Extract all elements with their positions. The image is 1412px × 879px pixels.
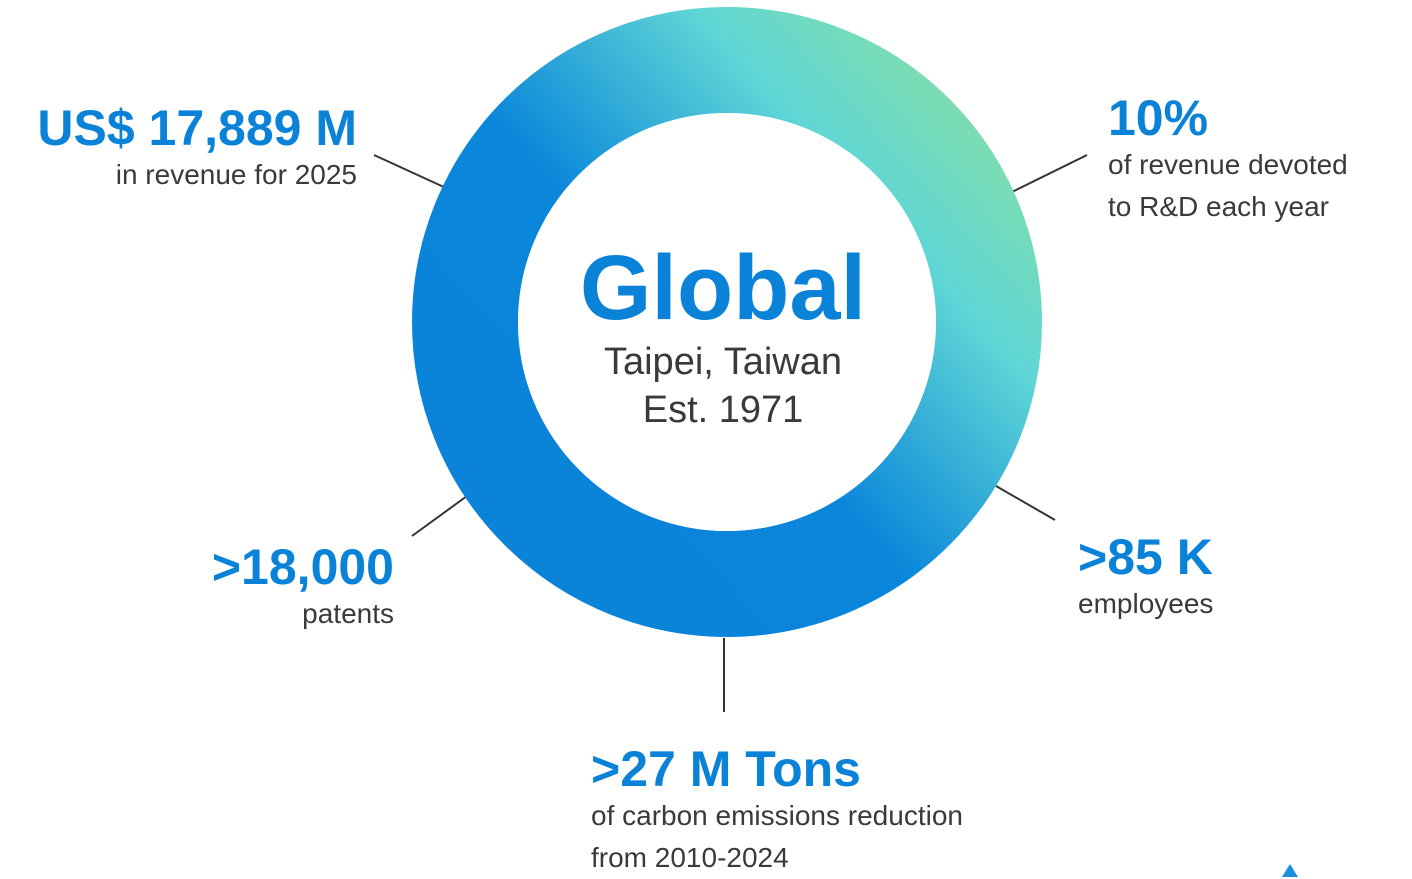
stat-revenue-description: in revenue for 2025: [115, 159, 357, 190]
stat-carbon: >27 M Tons of carbon emissions reduction…: [591, 743, 963, 879]
stat-employees-description: employees: [1078, 588, 1214, 619]
stat-employees: >85 K employees: [1078, 531, 1213, 625]
stat-patents-value: >18,000: [211, 539, 394, 595]
stat-revenue-value: US$ 17,889 M: [37, 100, 357, 156]
center-label: Global Taipei, Taiwan Est. 1971: [573, 238, 873, 434]
donut-center-fill: [518, 113, 936, 531]
donut-ring: [412, 7, 1042, 637]
stat-patents: >18,000 patents: [212, 541, 394, 635]
stat-carbon-value: >27 M Tons: [591, 741, 861, 797]
stat-revenue: US$ 17,889 M in revenue for 2025: [37, 102, 357, 196]
stat-rd-description-line1: of revenue devoted: [1108, 149, 1348, 180]
stat-employees-value: >85 K: [1078, 529, 1213, 585]
center-title: Global: [579, 237, 867, 339]
stat-rd-description-line2: to R&D each year: [1108, 191, 1329, 222]
connector-revenue: [373, 154, 447, 189]
center-location: Taipei, Taiwan: [603, 341, 842, 383]
center-established: Est. 1971: [642, 389, 804, 431]
stat-patents-description: patents: [302, 598, 394, 629]
connector-employees: [995, 485, 1056, 521]
connector-patents: [411, 495, 468, 537]
stat-rd: 10% of revenue devoted to R&D each year: [1108, 92, 1348, 228]
stat-rd-value: 10%: [1108, 90, 1209, 146]
corner-triangle-icon: [1282, 864, 1298, 877]
stat-carbon-description-line2: from 2010-2024: [591, 842, 789, 873]
connector-rd: [1011, 154, 1088, 193]
stat-carbon-description-line1: of carbon emissions reduction: [591, 800, 963, 831]
